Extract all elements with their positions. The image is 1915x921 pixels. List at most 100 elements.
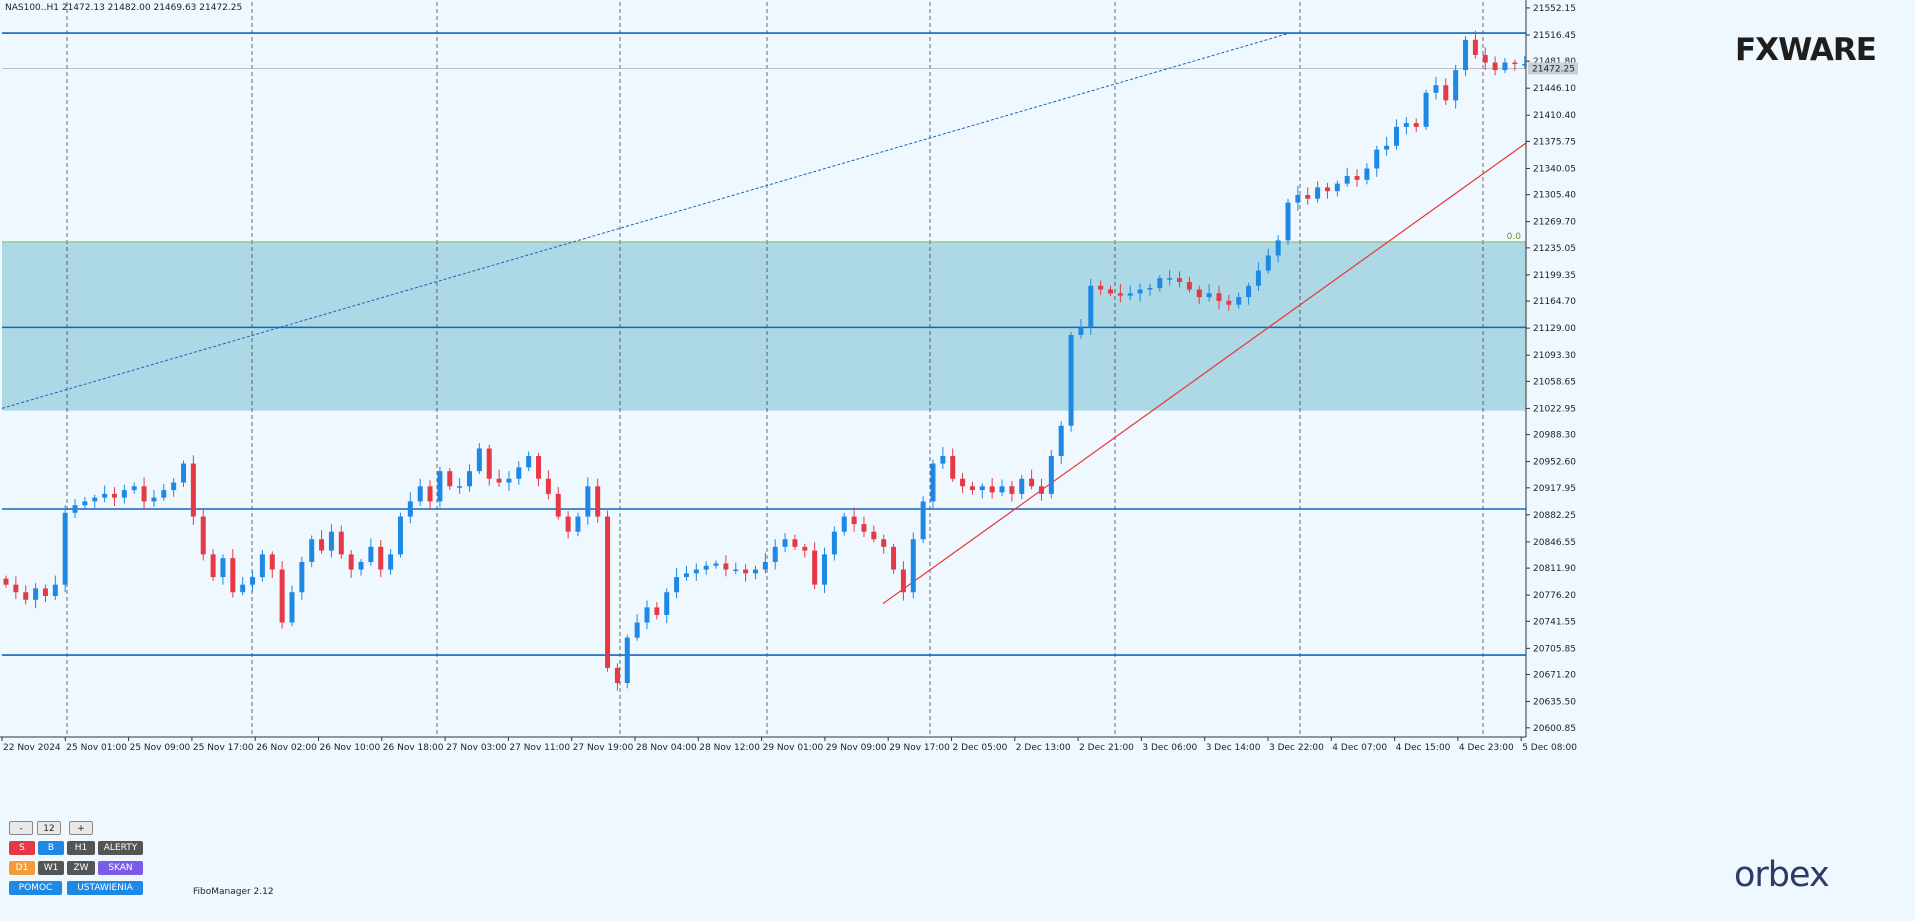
time-tick-label: 22 Nov 2024 — [3, 743, 61, 753]
candle-body — [407, 501, 413, 517]
candle-body — [33, 588, 39, 600]
alerts-button[interactable]: ALERTY — [98, 841, 143, 855]
buy-button[interactable]: B — [38, 841, 64, 855]
candle-body — [723, 563, 729, 570]
candle-body — [1048, 456, 1054, 494]
time-tick-label: 26 Nov 02:00 — [256, 743, 317, 753]
candle-body — [1216, 293, 1222, 301]
candle-body — [62, 512, 68, 585]
time-tick-label: 25 Nov 09:00 — [130, 743, 191, 753]
zw-button[interactable]: ZW — [67, 861, 95, 875]
price-tick-label: 21022.95 — [1533, 404, 1576, 414]
candle-body — [200, 516, 206, 555]
candle-body — [496, 478, 502, 483]
candle-body — [259, 554, 265, 578]
candle-body — [1058, 425, 1064, 457]
candle-body — [1255, 270, 1261, 286]
time-tick-label: 3 Dec 14:00 — [1206, 743, 1261, 753]
candle-body — [595, 486, 601, 517]
candle-body — [683, 573, 689, 578]
time-tick-label: 27 Nov 11:00 — [509, 743, 570, 753]
time-tick-label: 4 Dec 15:00 — [1396, 743, 1451, 753]
candle-body — [1443, 85, 1449, 101]
candle-body — [279, 569, 285, 623]
candle-body — [102, 493, 108, 498]
candle-body — [1167, 278, 1173, 280]
dotted-trendline — [1, 32, 1291, 409]
candle-body — [881, 539, 887, 547]
candle-body — [1512, 62, 1518, 65]
time-tick-label: 25 Nov 01:00 — [66, 743, 127, 753]
candle-body — [575, 516, 581, 532]
timeframe-h1-button[interactable]: H1 — [67, 841, 95, 855]
timeframe-d1-button[interactable]: D1 — [9, 861, 35, 875]
time-tick-label: 2 Dec 05:00 — [953, 743, 1008, 753]
candle-body — [240, 584, 246, 593]
candle-body — [822, 554, 828, 585]
candle-body — [1068, 334, 1074, 426]
candle-body — [92, 497, 98, 502]
candle-body — [358, 561, 364, 570]
candle-body — [1502, 62, 1508, 71]
time-tick-label: 29 Nov 01:00 — [763, 743, 824, 753]
orbex-logo: orbex — [1734, 855, 1830, 895]
candle-body — [1403, 123, 1409, 127]
candle-body — [1364, 168, 1370, 180]
time-tick-label: 5 Dec 08:00 — [1522, 743, 1577, 753]
candle-body — [545, 478, 551, 494]
candle-body — [1344, 176, 1350, 184]
candle-body — [181, 463, 187, 483]
help-button[interactable]: POMOC — [9, 881, 62, 895]
price-tick-label: 21446.10 — [1533, 84, 1576, 94]
candle-body — [802, 546, 808, 551]
candle-body — [1265, 255, 1271, 271]
candle-body — [1354, 176, 1360, 180]
candle-body — [190, 463, 196, 517]
candle-body — [536, 456, 542, 479]
candle-body — [1098, 285, 1104, 290]
candle-body — [1305, 194, 1311, 199]
price-tick-label: 20882.25 — [1533, 511, 1576, 521]
candle-body — [1246, 285, 1252, 298]
candle-body — [82, 501, 88, 506]
zoom-out-button[interactable]: - — [9, 821, 33, 835]
candle-body — [1472, 39, 1478, 55]
time-tick-label: 27 Nov 19:00 — [573, 743, 634, 753]
time-tick-label: 3 Dec 06:00 — [1142, 743, 1197, 753]
zoom-in-button[interactable]: + — [69, 821, 93, 835]
price-tick-label: 21093.30 — [1533, 351, 1576, 361]
price-tick-label: 21235.05 — [1533, 244, 1576, 254]
candle-body — [1324, 187, 1330, 192]
candle-body — [388, 554, 394, 570]
timeframe-w1-button[interactable]: W1 — [38, 861, 64, 875]
candle-body — [319, 539, 325, 551]
candle-body — [1226, 300, 1232, 305]
fxware-logo: FXWARE — [1735, 32, 1877, 68]
candle-body — [999, 486, 1005, 493]
settings-button[interactable]: USTAWIENIA — [67, 881, 143, 895]
candle-body — [1433, 85, 1439, 93]
candle-body — [841, 516, 847, 532]
candle-body — [693, 569, 699, 574]
candle-body — [654, 607, 660, 615]
candle-body — [516, 467, 522, 479]
candle-body — [476, 448, 482, 472]
candle-body — [733, 569, 739, 572]
current-price-tag — [1528, 62, 1578, 75]
indicator-name: FiboManager 2.12 — [193, 887, 274, 897]
candle-body — [1019, 478, 1025, 494]
sell-button[interactable]: S — [9, 841, 35, 855]
candle-body — [1334, 183, 1340, 192]
candle-body — [299, 561, 305, 593]
time-tick-label: 27 Nov 03:00 — [446, 743, 507, 753]
candle-body — [141, 486, 147, 502]
candle-body — [1275, 240, 1281, 256]
scan-button[interactable]: SKAN — [98, 861, 143, 875]
time-tick-label: 2 Dec 21:00 — [1079, 743, 1134, 753]
candle-body — [1295, 194, 1301, 203]
candle-body — [378, 546, 384, 570]
current-price-label: 21472.25 — [1532, 64, 1575, 74]
candle-body — [1374, 149, 1380, 169]
